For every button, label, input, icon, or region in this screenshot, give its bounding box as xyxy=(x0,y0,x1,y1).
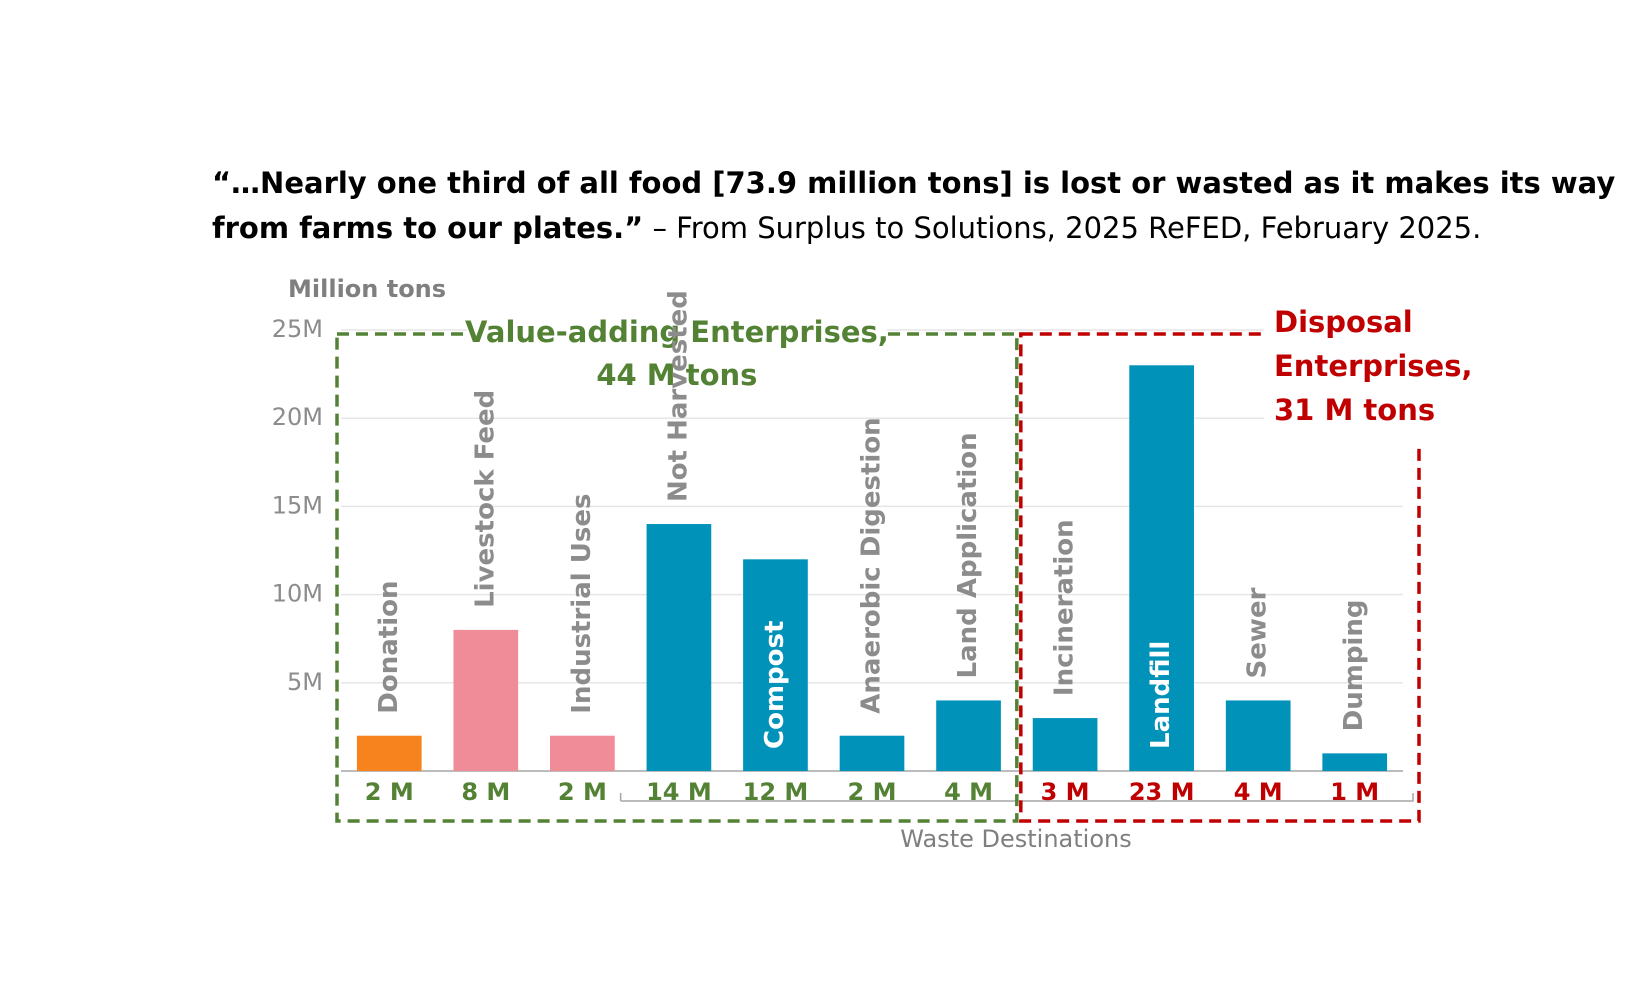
label-mask xyxy=(1264,300,1444,448)
y-axis-label: Million tons xyxy=(288,275,446,303)
bar xyxy=(646,524,712,771)
category-label: Anaerobic Digestion xyxy=(857,417,887,713)
category-label: Donation xyxy=(374,581,404,714)
group-label: Enterprises, xyxy=(1274,349,1473,383)
group-box xyxy=(335,332,1019,823)
category-label: Dumping xyxy=(1339,600,1369,732)
value-label: 3 M xyxy=(1041,778,1090,806)
value-label: 12 M xyxy=(743,778,809,806)
value-label: 2 M xyxy=(365,778,414,806)
group-label: Value-adding Enterprises, xyxy=(465,315,889,349)
bar xyxy=(1322,753,1388,771)
title-bold: from farms to our plates.” xyxy=(212,211,643,245)
chart-title: “…Nearly one third of all food [73.9 mil… xyxy=(212,166,1615,200)
axis-bracket xyxy=(619,793,1414,802)
category-label: Incineration xyxy=(1050,519,1080,696)
bar xyxy=(743,559,808,771)
bar xyxy=(356,735,422,771)
group-label: 31 M tons xyxy=(1274,393,1435,427)
bar xyxy=(1032,718,1098,771)
category-label: Sewer xyxy=(1243,587,1273,678)
x-axis-label: Waste Destinations xyxy=(900,825,1131,853)
category-label: Industrial Uses xyxy=(567,494,597,714)
category-label: Landfill xyxy=(1146,641,1176,749)
bar xyxy=(936,700,1001,771)
title-source: – From Surplus to Solutions, 2025 ReFED,… xyxy=(652,211,1481,245)
y-tick-label: 15M xyxy=(272,491,323,519)
value-label: 1 M xyxy=(1330,778,1379,806)
bar xyxy=(550,735,615,771)
value-label: 8 M xyxy=(461,778,510,806)
category-label: Land Application xyxy=(953,432,983,678)
y-tick-label: 10M xyxy=(272,580,323,608)
group-box xyxy=(1019,332,1421,823)
y-tick-label: 20M xyxy=(272,403,323,431)
group-label: Disposal xyxy=(1274,305,1413,339)
value-label: 4 M xyxy=(1234,778,1283,806)
value-label: 14 M xyxy=(646,778,712,806)
chart-subtitle: from farms to our plates.” – From Surplu… xyxy=(212,211,1481,245)
category-label: Not Harvested xyxy=(663,290,693,502)
label-mask xyxy=(466,310,887,400)
value-label: 4 M xyxy=(944,778,993,806)
group-label: 44 M tons xyxy=(596,358,757,392)
y-tick-label: 5M xyxy=(287,668,323,696)
value-label: 2 M xyxy=(558,778,607,806)
bar xyxy=(839,735,905,771)
bar xyxy=(453,629,519,771)
value-label: 2 M xyxy=(848,778,897,806)
category-label: Livestock Feed xyxy=(470,390,500,608)
y-tick-label: 25M xyxy=(272,315,323,343)
value-label: 23 M xyxy=(1129,778,1195,806)
category-label: Compost xyxy=(760,621,790,749)
bar xyxy=(1225,700,1291,771)
bar xyxy=(1129,365,1194,771)
